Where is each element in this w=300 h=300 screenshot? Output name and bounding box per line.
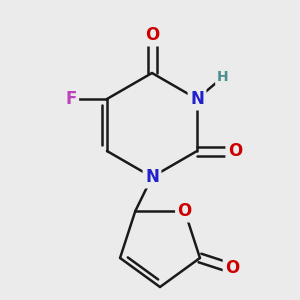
Text: N: N	[190, 90, 204, 108]
Text: O: O	[225, 260, 239, 278]
Text: O: O	[145, 26, 159, 44]
Text: N: N	[145, 168, 159, 186]
Text: F: F	[65, 90, 77, 108]
Text: H: H	[217, 70, 229, 84]
Text: O: O	[178, 202, 192, 220]
Text: O: O	[228, 142, 242, 160]
